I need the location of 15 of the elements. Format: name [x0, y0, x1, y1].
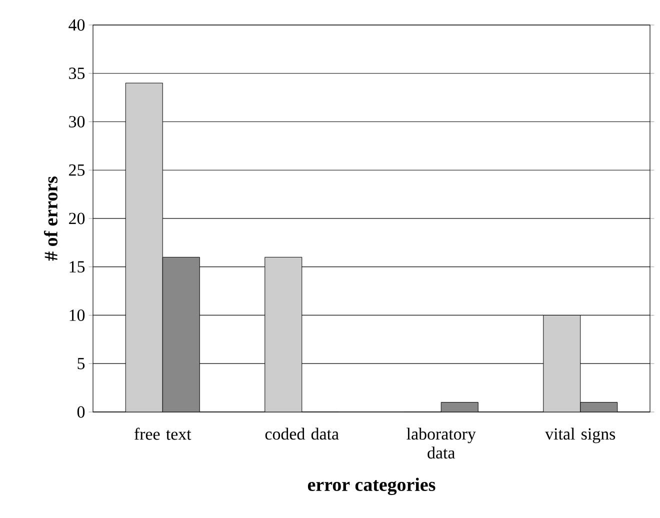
x-tick-label: vital signs [545, 428, 616, 444]
x-tick-label: coded data [265, 428, 339, 440]
y-tick-label: 20 [69, 212, 85, 224]
y-tick-label: 40 [68, 19, 85, 31]
x-tick-label: free text [134, 428, 192, 440]
y-axis-title: # of errors [44, 176, 58, 261]
y-tick-label: 10 [70, 310, 85, 321]
y-tick-label: 30 [69, 116, 85, 128]
y-tick-label: 15 [70, 261, 85, 273]
y-tick-label: 25 [69, 164, 85, 176]
y-tick-label: 5 [78, 358, 85, 370]
x-axis-title: error categories [308, 478, 436, 495]
y-tick-label: 0 [77, 406, 85, 418]
x-tick-label: laboratory data [406, 428, 476, 459]
y-tick-label: 35 [69, 68, 85, 80]
